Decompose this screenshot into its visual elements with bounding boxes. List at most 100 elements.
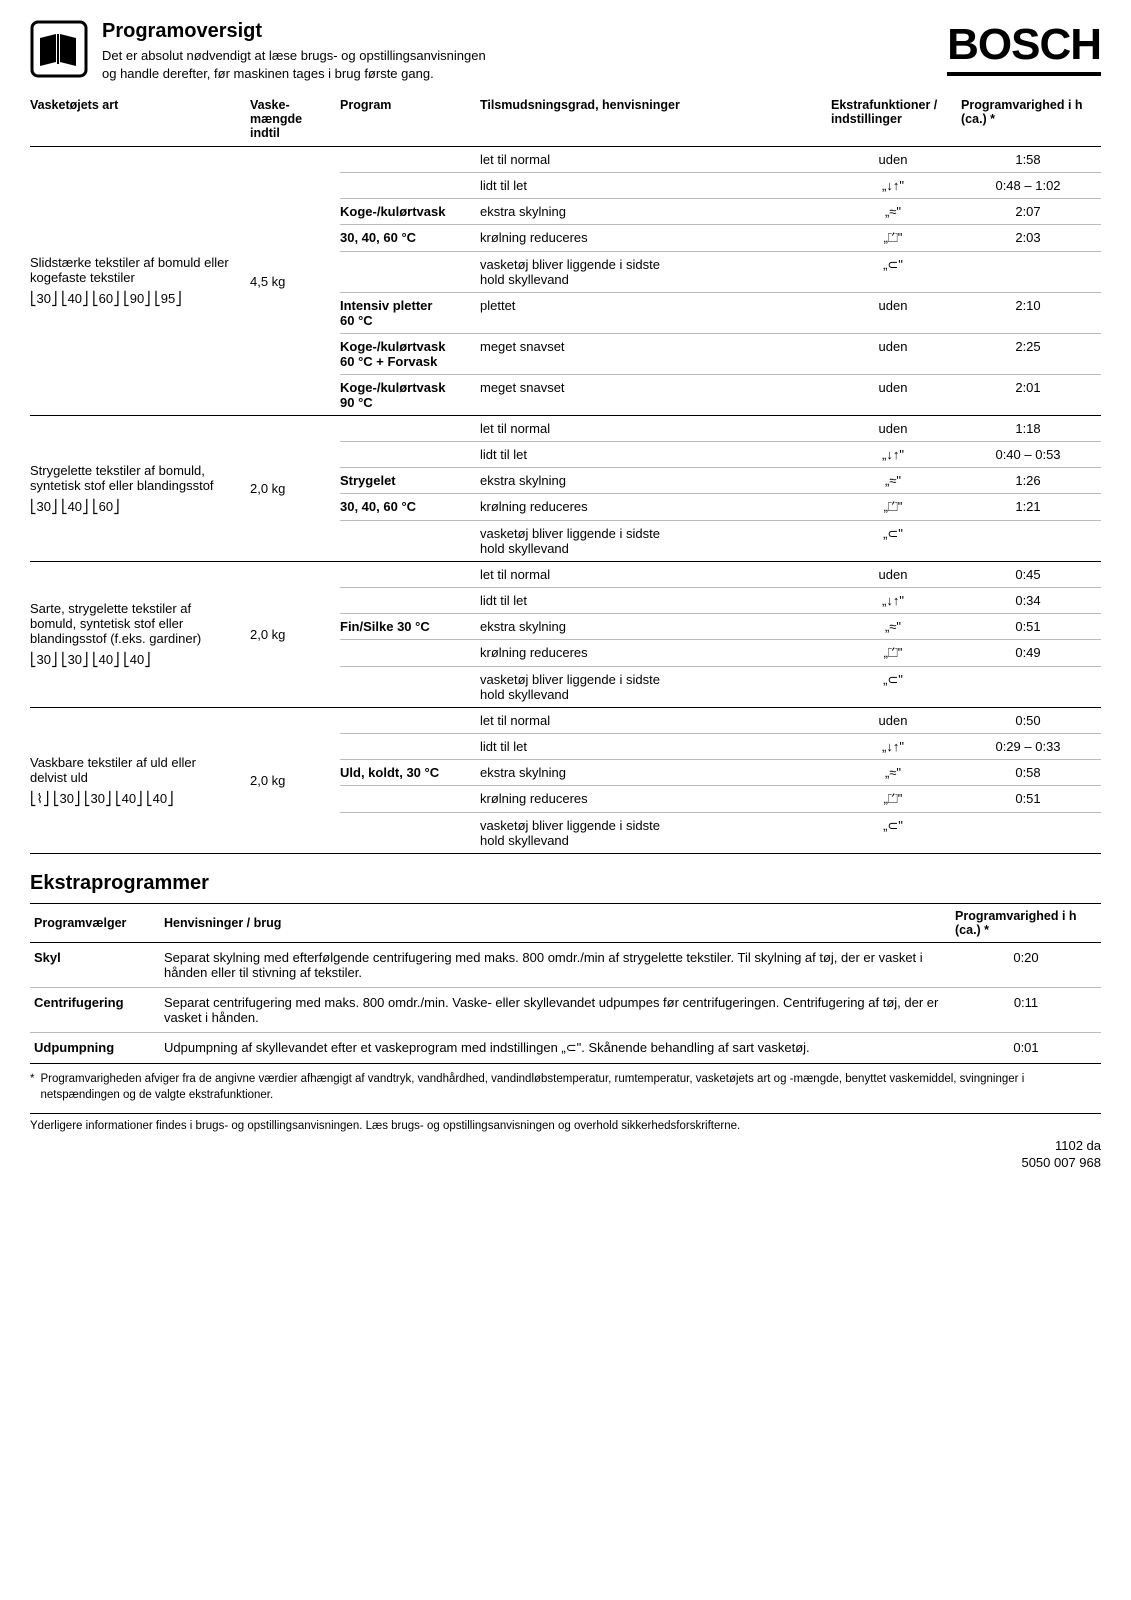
cell-var: 0:49 [961,640,1101,667]
cell-eks: „≈" [831,468,961,494]
cell-tils: lidt til let [480,588,831,614]
header-row: Vasketøjets art Vaske- mængde indtil Pro… [30,94,1101,147]
cell-eks: uden [831,416,961,442]
cell-prog [340,734,480,760]
subtitle-line2: og handle derefter, før maskinen tages i… [102,66,434,81]
col-var-l1: Programvarighed i h [961,98,1083,112]
cell-eks: „≈" [831,760,961,786]
brand-logo: BOSCH [947,20,1101,76]
cell-var: 0:48 – 1:02 [961,173,1101,199]
doc-number: 1102 da 5050 007 968 [30,1138,1101,1172]
care-symbols: ⎣⌇⎦ ⎣30⎦ ⎣30⎦ ⎣40⎦ ⎣40⎦ [30,791,244,807]
col-eks: Ekstrafunktioner / indstillinger [831,94,961,147]
cell-var: 0:58 [961,760,1101,786]
cell-prog: Koge-/kulørtvask60 °C + Forvask [340,334,480,375]
cell-prog: 30, 40, 60 °C [340,494,480,521]
cell-var: 0:40 – 0:53 [961,442,1101,468]
cell-tils: vasketøj bliver liggende i sidstehold sk… [480,252,831,293]
cell-prog [340,813,480,854]
col-henv: Henvisninger / brug [160,904,951,943]
page-title: Programoversigt [102,20,933,43]
cell-pv: Skyl [30,943,160,988]
cell-prog: Uld, koldt, 30 °C [340,760,480,786]
cell-art: Strygelette tekstiler af bomuld,syntetis… [30,416,250,562]
cell-var: 0:51 [961,614,1101,640]
cell-eks: „⏍" [831,494,961,521]
cell-tils: ekstra skylning [480,468,831,494]
cell-prog [340,667,480,708]
cell-tils: ekstra skylning [480,760,831,786]
cell-tils: krølning reduceres [480,786,831,813]
header: Programoversigt Det er absolut nødvendig… [30,20,1101,82]
table-row: Strygelette tekstiler af bomuld,syntetis… [30,416,1101,442]
cell-eks: „↓↑" [831,173,961,199]
cell-prog [340,147,480,173]
docnum-l1: 1102 da [1055,1138,1101,1153]
book-icon [30,20,88,78]
cell-eks: „⊂" [831,813,961,854]
cell-var: 1:58 [961,147,1101,173]
col-extra-var: Programvarighed i h (ca.) * [951,904,1101,943]
bottom-note: Yderligere informationer findes i brugs-… [30,1113,1101,1132]
cell-mgd: 2,0 kg [250,562,340,708]
cell-eks: „↓↑" [831,734,961,760]
cell-var [961,252,1101,293]
cell-tils: krølning reduceres [480,640,831,667]
docnum-l2: 5050 007 968 [1021,1155,1101,1170]
cell-tils: ekstra skylning [480,614,831,640]
care-symbols: ⎣30⎦ ⎣40⎦ ⎣60⎦ ⎣90⎦ ⎣95⎦ [30,291,244,307]
main-table: Vasketøjets art Vaske- mængde indtil Pro… [30,94,1101,854]
cell-prog [340,562,480,588]
cell-eks: „⊂" [831,667,961,708]
extra-table: Programvælger Henvisninger / brug Progra… [30,903,1101,1064]
cell-prog: 30, 40, 60 °C [340,225,480,252]
cell-extra-var: 0:01 [951,1033,1101,1064]
cell-var [961,521,1101,562]
extra-row: CentrifugeringSeparat centrifugering med… [30,988,1101,1033]
cell-prog [340,708,480,734]
cell-tils: lidt til let [480,173,831,199]
cell-prog: Strygelet [340,468,480,494]
cell-pv: Centrifugering [30,988,160,1033]
footnote-text: Programvarigheden afviger fra de angivne… [40,1072,1101,1103]
cell-eks: „⏍" [831,640,961,667]
cell-prog: Intensiv pletter60 °C [340,293,480,334]
cell-var: 1:21 [961,494,1101,521]
col-pv: Programvælger [30,904,160,943]
cell-henv: Separat centrifugering med maks. 800 omd… [160,988,951,1033]
cell-tils: let til normal [480,147,831,173]
cell-henv: Separat skylning med efterfølgende centr… [160,943,951,988]
cell-eks: „⊂" [831,521,961,562]
cell-var: 1:26 [961,468,1101,494]
cell-prog: Fin/Silke 30 °C [340,614,480,640]
col-extra-var-l1: Programvarighed i h [955,909,1077,923]
col-mgd: Vaske- mængde indtil [250,94,340,147]
cell-var [961,813,1101,854]
cell-prog [340,252,480,293]
cell-tils: ekstra skylning [480,199,831,225]
cell-tils: let til normal [480,708,831,734]
cell-var: 2:25 [961,334,1101,375]
cell-tils: lidt til let [480,734,831,760]
table-row: Vaskbare tekstiler af uld ellerdelvist u… [30,708,1101,734]
col-var: Programvarighed i h (ca.) * [961,94,1101,147]
cell-tils: lidt til let [480,442,831,468]
subtitle-line1: Det er absolut nødvendigt at læse brugs-… [102,48,486,63]
cell-mgd: 2,0 kg [250,416,340,562]
cell-art: Sarte, strygelette tekstiler afbomuld, s… [30,562,250,708]
cell-tils: plettet [480,293,831,334]
cell-eks: uden [831,375,961,416]
cell-eks: uden [831,708,961,734]
cell-art: Vaskbare tekstiler af uld ellerdelvist u… [30,708,250,854]
cell-eks: uden [831,334,961,375]
cell-tils: krølning reduceres [480,225,831,252]
cell-tils: krølning reduceres [480,494,831,521]
cell-var: 0:50 [961,708,1101,734]
col-tils: Tilsmudsningsgrad, henvisninger [480,94,831,147]
cell-tils: let til normal [480,416,831,442]
cell-pv: Udpumpning [30,1033,160,1064]
cell-henv: Udpumpning af skyllevandet efter et vask… [160,1033,951,1064]
cell-prog [340,442,480,468]
care-symbols: ⎣30⎦ ⎣30⎦ ⎣40⎦ ⎣40⎦ [30,652,244,668]
cell-tils: vasketøj bliver liggende i sidstehold sk… [480,521,831,562]
